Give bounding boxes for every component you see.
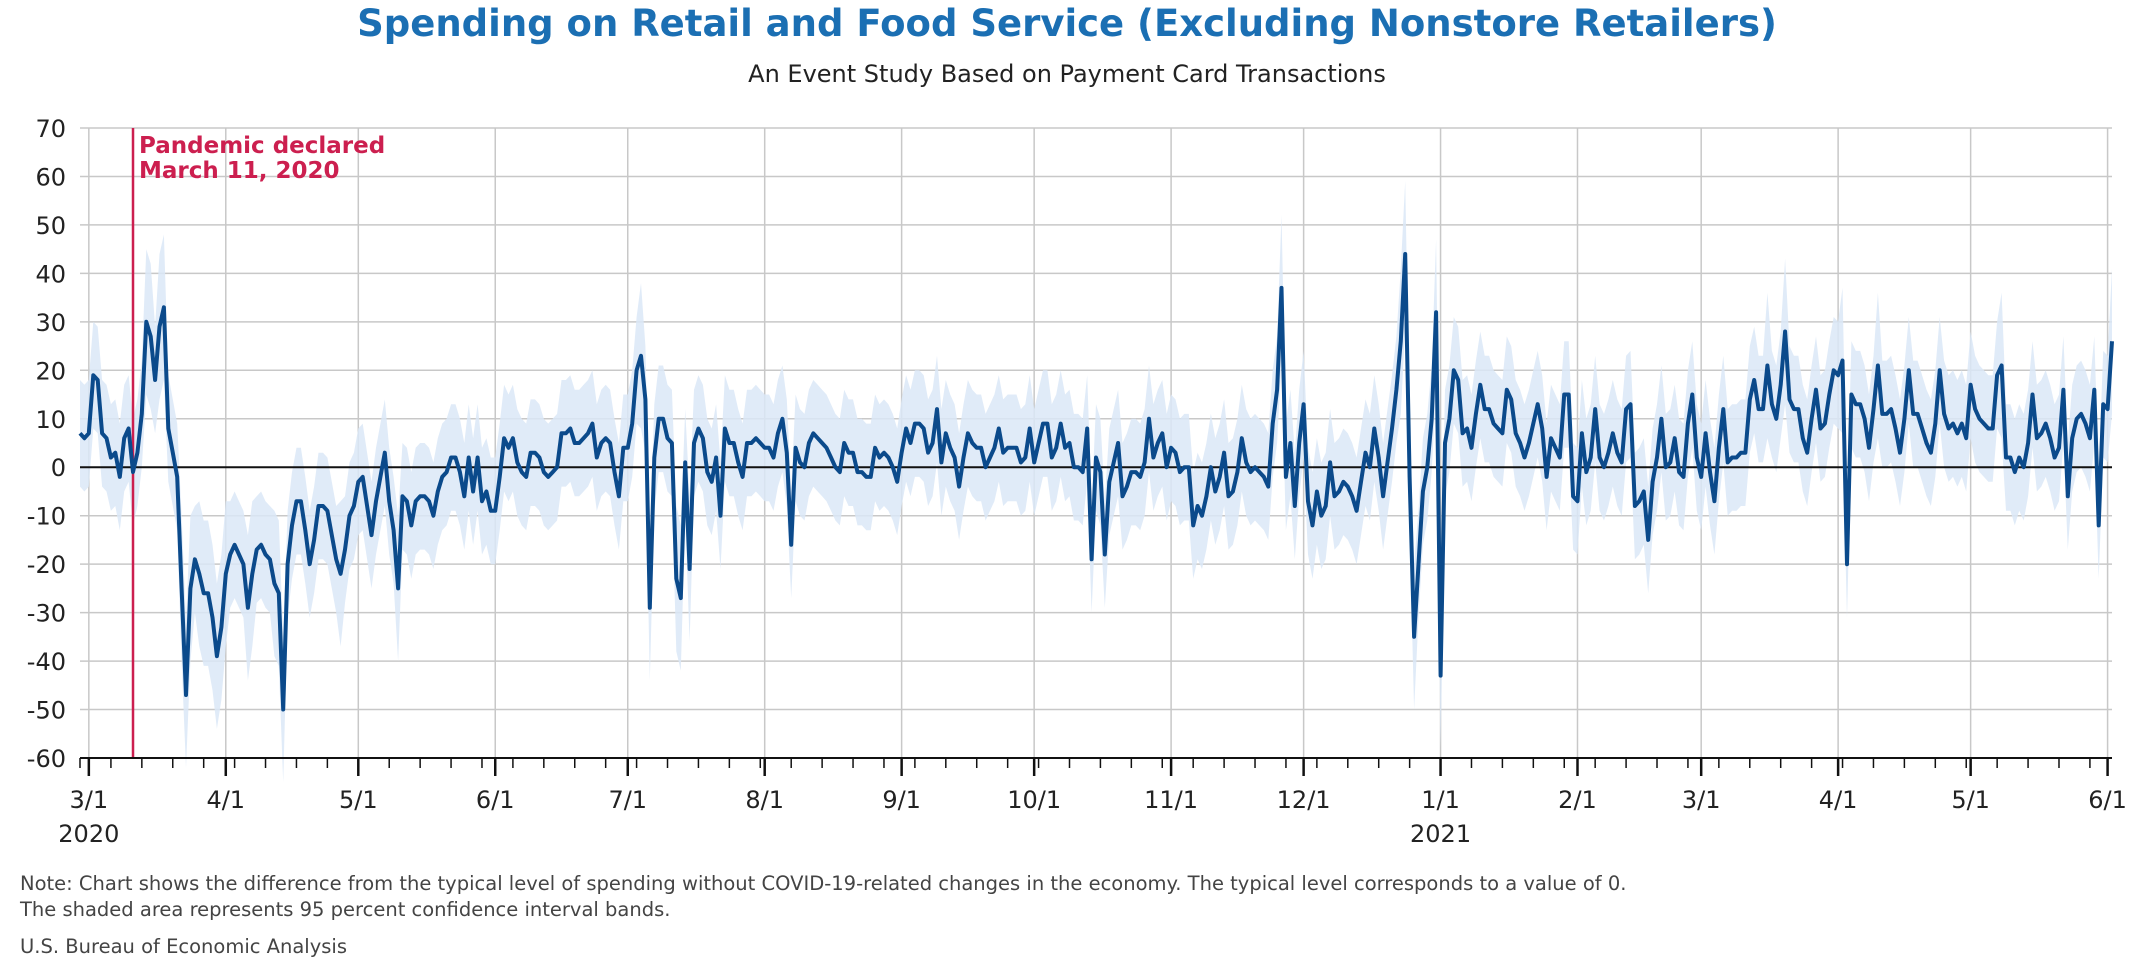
x-tick-label: 6/1 — [476, 786, 515, 814]
series-line — [78, 252, 2114, 712]
note-line-2: The shaded area represents 95 percent co… — [20, 898, 671, 921]
x-tick-label: 10/1 — [1007, 786, 1061, 814]
y-tick-label: 60 — [35, 163, 66, 191]
chart-subtitle: An Event Study Based on Payment Card Tra… — [748, 60, 1386, 88]
x-tick-label: 1/1 — [1421, 786, 1460, 814]
x-tick-label: 12/1 — [1277, 786, 1331, 814]
y-tick-label: 0 — [51, 454, 66, 482]
annotation-label: March 11, 2020 — [139, 158, 340, 184]
y-tick-label: 10 — [35, 406, 66, 434]
y-tick-label: 20 — [35, 357, 66, 385]
chart-title: Spending on Retail and Food Service (Exc… — [357, 2, 1777, 45]
x-tick-label: 2/1 — [1558, 786, 1597, 814]
x-tick-label: 3/1 — [1682, 786, 1721, 814]
y-tick-label: 50 — [35, 212, 66, 240]
y-tick-label: -50 — [27, 697, 66, 725]
x-tick-label: 11/1 — [1144, 786, 1198, 814]
x-axis: 3/1 2020 4/1 5/1 6/1 7/1 8/1 9/1 10/1 11/1 12/1 1/1… — [58, 757, 2127, 848]
x-tick-label: 7/1 — [608, 786, 647, 814]
x-tick-label: 5/1 — [339, 786, 378, 814]
x-tick-label: 9/1 — [882, 786, 921, 814]
x-tick-label: 4/1 — [206, 786, 245, 814]
y-tick-label: -30 — [27, 600, 66, 628]
y-tick-label: 70 — [35, 115, 66, 143]
y-tick-label: -40 — [27, 648, 66, 676]
x-tick-label: 8/1 — [745, 786, 784, 814]
annotation-label: Pandemic declared — [139, 133, 385, 159]
source-label: U.S. Bureau of Economic Analysis — [20, 935, 348, 958]
y-tick-label: -60 — [27, 745, 66, 773]
x-tick-label: 4/1 — [1819, 786, 1858, 814]
x-tick-label: 5/1 — [1951, 786, 1990, 814]
x-tick-label: 3/1 — [70, 786, 109, 814]
y-tick-label: 40 — [35, 260, 66, 288]
note-line-1: Note: Chart shows the difference from th… — [20, 872, 1627, 895]
x-year-label: 2020 — [58, 820, 119, 848]
y-tick-label: 30 — [35, 309, 66, 337]
y-tick-label: -10 — [27, 503, 66, 531]
x-year-label: 2021 — [1410, 820, 1471, 848]
x-tick-label: 6/1 — [2088, 786, 2127, 814]
y-tick-label: -20 — [27, 551, 66, 579]
y-axis: 70 60 50 40 30 20 10 0 -10 -20 -30 -40 -50 -60 — [27, 115, 66, 773]
